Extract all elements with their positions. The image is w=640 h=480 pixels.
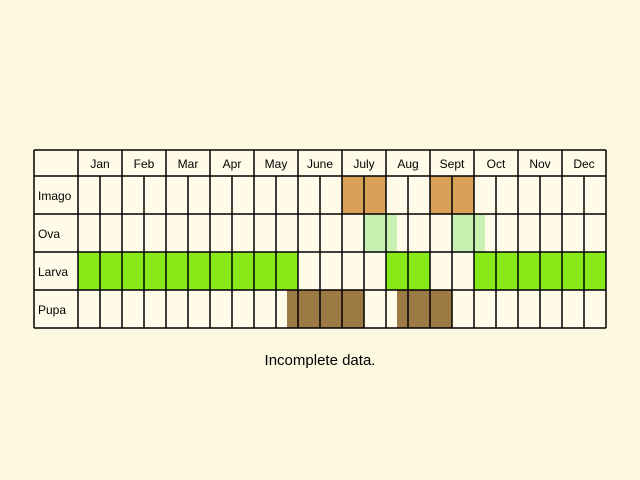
stage-label-larva: Larva [38, 265, 68, 279]
ova-period-2 [452, 214, 485, 252]
ova-period-1 [364, 214, 397, 252]
pupa-period-1 [287, 290, 364, 328]
month-header: July [353, 157, 374, 171]
month-header: Mar [178, 157, 199, 171]
month-header: Jan [90, 157, 109, 171]
month-header: May [265, 157, 288, 171]
month-header: Oct [487, 157, 506, 171]
stage-label-pupa: Pupa [38, 303, 66, 317]
month-header: Feb [134, 157, 155, 171]
month-header: June [307, 157, 333, 171]
month-header: Nov [529, 157, 550, 171]
month-header: Apr [223, 157, 242, 171]
month-header: Sept [440, 157, 465, 171]
month-header: Dec [573, 157, 594, 171]
stage-label-imago: Imago [38, 189, 72, 203]
pupa-period-2 [397, 290, 452, 328]
month-header: Aug [397, 157, 418, 171]
incomplete-data-note: Incomplete data. [264, 352, 376, 369]
stage-label-ova: Ova [38, 227, 60, 241]
